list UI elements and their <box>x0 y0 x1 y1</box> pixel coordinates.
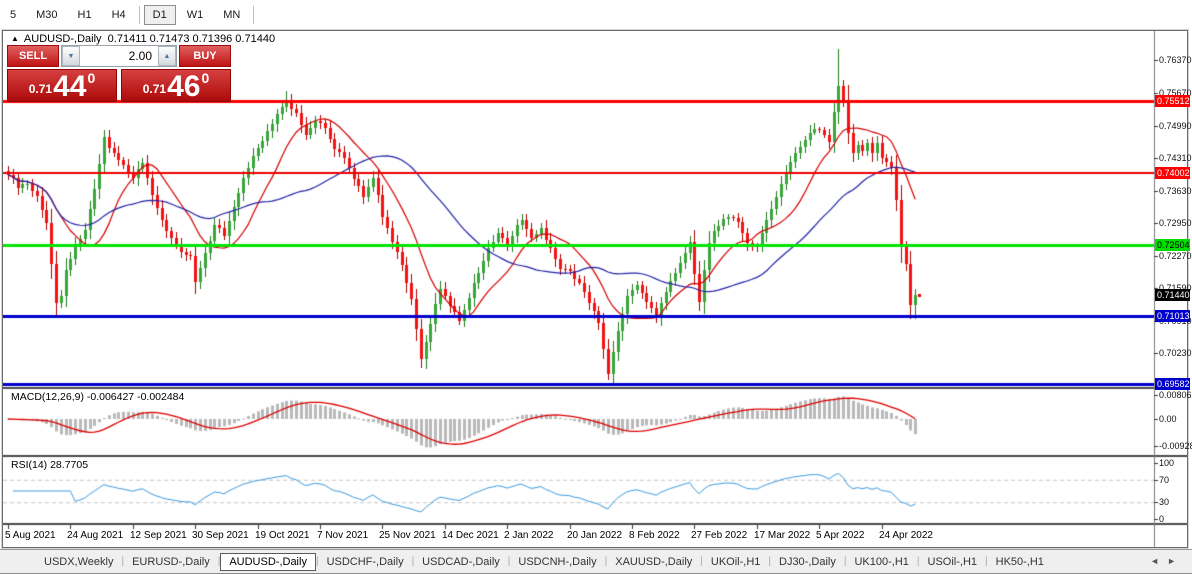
tab-usoil-h1[interactable]: USOil-,H1 <box>927 555 978 568</box>
tab-separator: | <box>843 556 847 567</box>
price-axis-tick-label: 0.73630 <box>1159 186 1192 196</box>
price-badge: 0.75512 <box>1155 95 1190 107</box>
tab-separator: | <box>121 556 125 567</box>
chart-ohlc-values: 0.71411 0.71473 0.71396 0.71440 <box>107 33 276 45</box>
price-badge: 0.74002 <box>1155 167 1190 179</box>
lot-increase-button[interactable]: ▲ <box>158 46 176 66</box>
tab-scroll-arrows: ◄► <box>1150 556 1184 566</box>
date-axis-label: 8 Feb 2022 <box>629 530 680 541</box>
chart-collapse-icon[interactable]: ▲ <box>11 34 19 43</box>
price-axis-tick-label: 0.72270 <box>1159 251 1192 261</box>
tab-separator: | <box>985 556 988 567</box>
macd-axis-tick-label: 0.008061 <box>1159 390 1192 400</box>
tab-separator: | <box>217 556 221 567</box>
rsi-axis-tick-label: 70 <box>1159 475 1170 485</box>
sell-price-pips: 44 <box>53 70 87 103</box>
tab-ukoil-h1[interactable]: UKOil-,H1 <box>710 555 761 568</box>
tab-separator: | <box>768 556 771 567</box>
timeframe-button-w1[interactable]: W1 <box>186 8 204 21</box>
price-axis-tick-label: 0.75670 <box>1159 88 1192 98</box>
tab-separator: | <box>315 556 319 567</box>
tab-audusd-daily[interactable]: AUDUSD-,Daily <box>220 552 316 571</box>
date-axis-label: 20 Jan 2022 <box>567 530 623 541</box>
tab-usdchf-daily[interactable]: USDCHF-,Daily <box>326 555 404 568</box>
chart-tab-bar: USDX,Weekly | EURUSD-,Daily | AUDUSD-,Daily |… <box>0 549 1192 574</box>
price-badge: 0.69582 <box>1155 378 1190 390</box>
tab-hk50-h1[interactable]: HK50-,H1 <box>995 555 1044 568</box>
date-axis-label: 2 Jan 2022 <box>504 530 554 541</box>
chart-canvas[interactable] <box>3 31 1187 547</box>
date-axis-label: 25 Nov 2021 <box>379 530 436 541</box>
price-axis-tick-label: 0.76370 <box>1159 55 1192 65</box>
rsi-axis-tick-label: 0 <box>1159 514 1165 524</box>
timeframe-button-d1[interactable]: D1 <box>143 4 176 25</box>
sell-price-prefix: 0.71 <box>28 82 53 96</box>
tab-separator: | <box>411 556 415 567</box>
timeframe-button-5[interactable]: 5 <box>10 8 17 21</box>
price-axis-tick-label: 0.70230 <box>1159 348 1192 358</box>
chart-title: ▲ AUDUSD-,Daily 0.71411 0.71473 0.71396 0… <box>11 33 275 45</box>
tab-usdcnh-daily[interactable]: USDCNH-,Daily <box>518 555 597 568</box>
rsi-axis-tick-label: 100 <box>1159 458 1175 468</box>
buy-price-prefix: 0.71 <box>142 82 167 96</box>
one-click-trade-panel: SELL ▼ 2.00 ▲ BUY 0.71 44 0 0.71 46 0 <box>7 45 231 102</box>
timeframe-button-mn[interactable]: MN <box>223 8 241 21</box>
date-axis-label: 30 Sep 2021 <box>192 530 249 541</box>
toolbar-divider <box>253 5 255 24</box>
lot-size-input[interactable]: 2.00 <box>80 46 158 66</box>
date-axis-label: 5 Apr 2022 <box>816 530 865 541</box>
macd-axis-tick-label: -0.00928 <box>1159 441 1192 451</box>
price-axis-tick-label: 0.74990 <box>1159 121 1192 131</box>
timeframe-button-m30[interactable]: M30 <box>36 8 58 21</box>
rsi-indicator-label: RSI(14) 28.7705 <box>11 459 89 471</box>
timeframe-button-h4[interactable]: H4 <box>111 8 126 21</box>
buy-price-display[interactable]: 0.71 46 0 <box>121 69 231 102</box>
tab-usdx-weekly[interactable]: USDX,Weekly <box>44 555 114 568</box>
tab-scroll-left-icon[interactable]: ◄ <box>1150 556 1168 566</box>
date-axis-label: 27 Feb 2022 <box>691 530 748 541</box>
tab-separator: | <box>700 556 703 567</box>
rsi-axis-tick-label: 30 <box>1159 497 1170 507</box>
price-axis-tick-label: 0.71590 <box>1159 283 1192 293</box>
chart-window: ▲ AUDUSD-,Daily 0.71411 0.71473 0.71396 0… <box>2 30 1192 548</box>
tab-eurusd-daily[interactable]: EURUSD-,Daily <box>132 555 210 568</box>
sell-price-display[interactable]: 0.71 44 0 <box>7 69 117 102</box>
timeframe-button-h1[interactable]: H1 <box>77 8 92 21</box>
date-axis-label: 5 Aug 2021 <box>5 530 56 541</box>
date-axis-label: 19 Oct 2021 <box>255 530 310 541</box>
price-badge: 0.71440 <box>1155 289 1190 301</box>
timeframe-toolbar: 5 M30 H1 H4 D1 W1 MN <box>0 0 1192 29</box>
date-axis-label: 24 Aug 2021 <box>67 530 124 541</box>
macd-indicator-label: MACD(12,26,9) -0.006427 -0.002484 <box>11 391 185 403</box>
tab-dj30-daily[interactable]: DJ30-,Daily <box>779 555 836 568</box>
tab-separator: | <box>604 556 608 567</box>
buy-button[interactable]: BUY <box>179 45 231 67</box>
tab-xauusd-daily[interactable]: XAUUSD-,Daily <box>615 555 693 568</box>
date-axis-label: 14 Dec 2021 <box>442 530 499 541</box>
lot-size-control: ▼ 2.00 ▲ <box>61 45 177 67</box>
price-axis-tick-label: 0.72950 <box>1159 218 1192 228</box>
price-badge: 0.72504 <box>1155 239 1190 251</box>
toolbar-divider <box>138 5 140 24</box>
sell-button[interactable]: SELL <box>7 45 59 67</box>
buy-price-pips: 46 <box>167 70 201 103</box>
tab-separator: | <box>507 556 511 567</box>
buy-price-point: 0 <box>201 70 210 86</box>
date-axis-label: 12 Sep 2021 <box>130 530 187 541</box>
price-axis-tick-label: 0.74310 <box>1159 153 1192 163</box>
date-axis-label: 24 Apr 2022 <box>879 530 933 541</box>
sell-price-point: 0 <box>87 70 96 86</box>
tab-usdcad-daily[interactable]: USDCAD-,Daily <box>422 555 500 568</box>
tab-scroll-right-icon[interactable]: ► <box>1167 556 1184 566</box>
date-axis-label: 17 Mar 2022 <box>754 530 811 541</box>
lot-decrease-button[interactable]: ▼ <box>62 46 80 66</box>
price-badge: 0.71013 <box>1155 310 1190 322</box>
chart-symbol-title: AUDUSD-,Daily <box>23 33 102 45</box>
tab-uk100-h1[interactable]: UK100-,H1 <box>854 555 909 568</box>
tab-separator: | <box>916 556 920 567</box>
macd-axis-tick-label: 0.00 <box>1159 414 1177 424</box>
date-axis-label: 7 Nov 2021 <box>317 530 369 541</box>
